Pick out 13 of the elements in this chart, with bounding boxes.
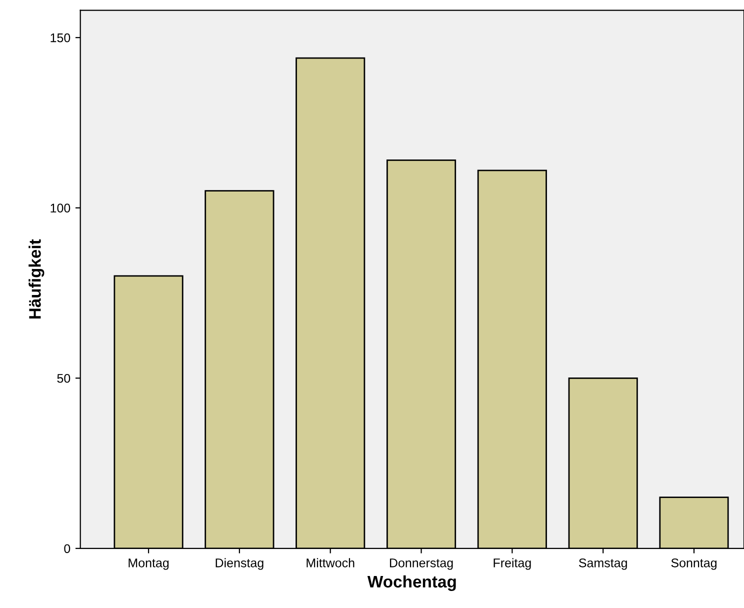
x-tick-label: Sonntag [671,558,716,570]
x-tick-label: Samstag [578,558,627,570]
x-tick-label: Mittwoch [306,558,354,568]
x-axis-title: Wochentag [367,575,456,591]
y-tick-label: 0 [64,544,70,554]
y-axis-title: Häufigkeit [28,239,44,319]
x-tick-label: Montag [128,558,169,570]
x-tick-label: Dienstag [216,558,264,570]
x-tick-label: Donnerstag [390,558,453,570]
y-tick-label: 50 [57,374,70,383]
y-tick-label: 100 [50,204,70,213]
y-tick-label: 150 [50,33,70,42]
x-tick-label: Freitag [494,558,531,570]
